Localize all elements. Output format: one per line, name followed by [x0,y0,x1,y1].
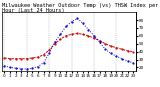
Text: Milwaukee Weather Outdoor Temp (vs) THSW Index per Hour (Last 24 Hours): Milwaukee Weather Outdoor Temp (vs) THSW… [2,3,158,13]
